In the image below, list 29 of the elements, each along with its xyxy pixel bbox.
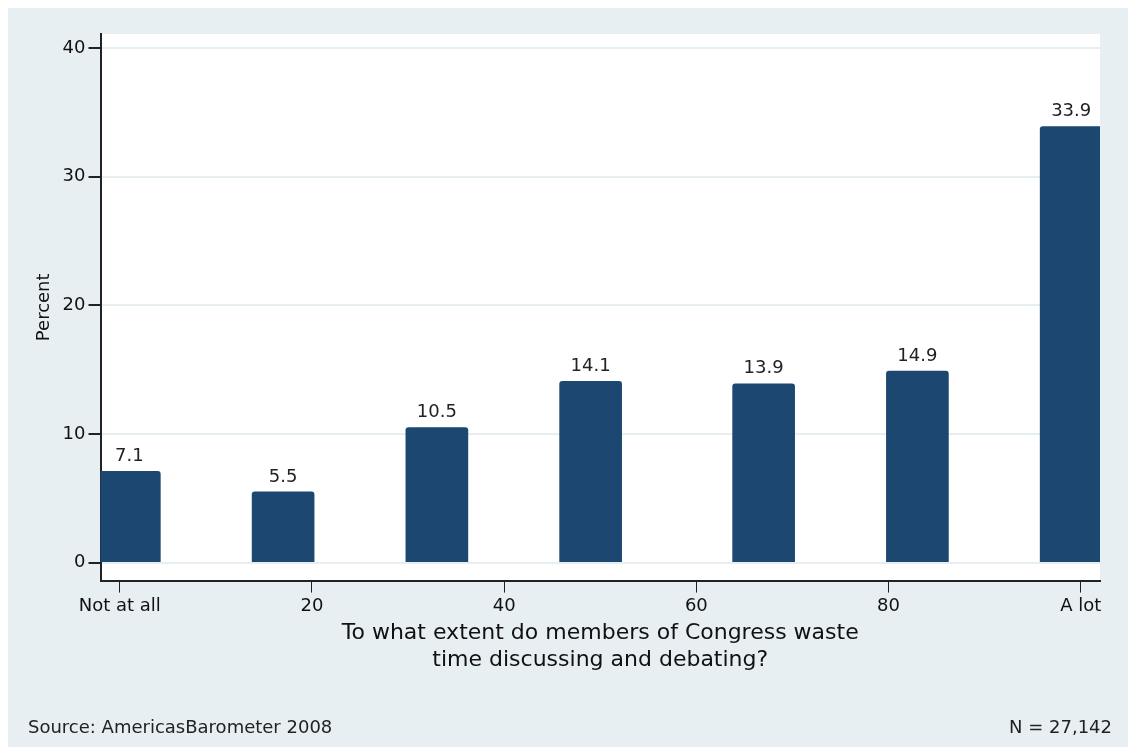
x-tick-label: 40 — [492, 594, 516, 616]
bar — [251, 491, 315, 562]
y-tick-label: 0 — [74, 550, 86, 572]
bar — [405, 427, 469, 562]
data-label: 7.1 — [115, 443, 144, 465]
text: N = 27,142 — [1009, 715, 1112, 737]
x-tick-label: 20 — [300, 594, 324, 616]
y-tick-label: 30 — [62, 164, 86, 186]
y-tick-label: 40 — [62, 35, 86, 57]
data-label: 5.5 — [268, 464, 298, 486]
bar — [1039, 126, 1100, 562]
y-tick-label: 20 — [62, 293, 86, 315]
bar — [559, 380, 622, 562]
x-tick-label: A lot — [1060, 594, 1102, 616]
x-tick-label: 60 — [684, 594, 708, 616]
data-label: 14.1 — [570, 353, 611, 375]
x-tick-label: Not at all — [78, 594, 161, 616]
bar — [732, 383, 795, 562]
data-label: 14.9 — [897, 343, 938, 365]
source-note: Source: AmericasBarometer 2008 — [28, 715, 333, 737]
y-tick-label: 10 — [62, 421, 86, 443]
bar — [100, 470, 161, 562]
data-label: 13.9 — [743, 356, 784, 378]
bar — [886, 370, 949, 562]
x-tick-label: 80 — [877, 594, 901, 616]
x-axis-title: To what extent do members of Congress waste time discussing and debating? — [340, 619, 859, 671]
y-axis-title: Percent — [32, 273, 54, 342]
data-label: 33.9 — [1051, 99, 1092, 121]
data-label: 10.5 — [416, 400, 457, 422]
